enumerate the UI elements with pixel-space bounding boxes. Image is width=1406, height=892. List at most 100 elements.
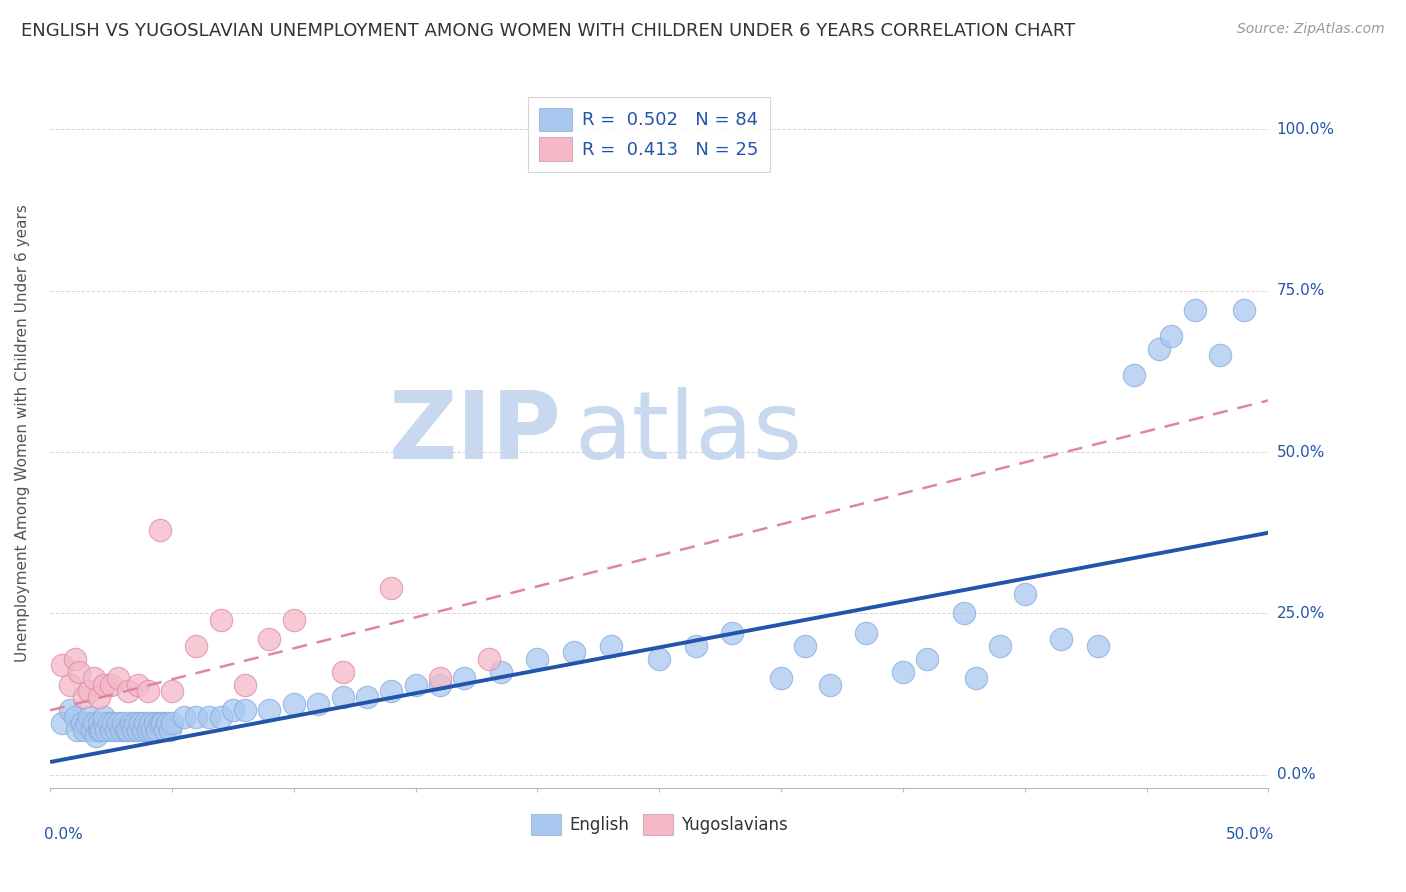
Point [405, 677, 427, 691]
Point [429, 677, 451, 691]
Point [855, 625, 877, 640]
Point [107, 716, 129, 731]
Point [1087, 639, 1109, 653]
Point [139, 716, 162, 731]
Text: 25.0%: 25.0% [1277, 606, 1324, 621]
Point [143, 716, 166, 731]
Point [110, 723, 132, 737]
Point [599, 639, 621, 653]
Point [1147, 342, 1170, 356]
Point [114, 723, 136, 737]
Point [141, 723, 163, 737]
Point [77, 710, 100, 724]
Point [965, 671, 987, 685]
Text: 100.0%: 100.0% [1277, 121, 1334, 136]
Point [917, 651, 939, 665]
Point [953, 607, 976, 621]
Point [134, 716, 156, 731]
Point [233, 677, 256, 691]
Point [112, 716, 135, 731]
Point [87, 690, 110, 705]
Point [429, 671, 451, 685]
Point [685, 639, 707, 653]
Point [891, 665, 914, 679]
Point [100, 677, 122, 691]
Point [122, 723, 145, 737]
Text: ENGLISH VS YUGOSLAVIAN UNEMPLOYMENT AMONG WOMEN WITH CHILDREN UNDER 6 YEARS CORR: ENGLISH VS YUGOSLAVIAN UNEMPLOYMENT AMON… [21, 22, 1076, 40]
Point [117, 723, 139, 737]
Point [562, 645, 585, 659]
Point [1050, 632, 1073, 647]
Point [93, 716, 115, 731]
Text: ZIP: ZIP [389, 386, 562, 479]
Point [124, 716, 146, 731]
Point [63, 651, 86, 665]
Point [77, 684, 100, 698]
Legend: English, Yugoslavians: English, Yugoslavians [523, 805, 796, 844]
Point [1014, 587, 1036, 601]
Point [794, 639, 817, 653]
Point [83, 716, 105, 731]
Point [87, 723, 110, 737]
Point [150, 716, 173, 731]
Point [209, 710, 232, 724]
Point [478, 651, 501, 665]
Point [1233, 302, 1256, 317]
Point [132, 723, 155, 737]
Point [80, 723, 103, 737]
Text: Source: ZipAtlas.com: Source: ZipAtlas.com [1237, 22, 1385, 37]
Point [90, 723, 112, 737]
Point [332, 665, 354, 679]
Point [107, 671, 129, 685]
Point [153, 723, 176, 737]
Point [117, 684, 139, 698]
Point [51, 716, 73, 731]
Point [197, 710, 219, 724]
Point [146, 723, 169, 737]
Point [356, 690, 378, 705]
Point [136, 684, 159, 698]
Point [721, 625, 744, 640]
Point [770, 671, 793, 685]
Point [127, 723, 149, 737]
Point [209, 613, 232, 627]
Point [59, 677, 82, 691]
Point [453, 671, 475, 685]
Point [97, 716, 120, 731]
Point [648, 651, 671, 665]
Point [73, 723, 96, 737]
Point [307, 697, 329, 711]
Point [156, 716, 179, 731]
Point [332, 690, 354, 705]
Point [489, 665, 512, 679]
Point [149, 523, 172, 537]
Point [173, 710, 195, 724]
Text: 50.0%: 50.0% [1226, 827, 1274, 842]
Point [67, 665, 90, 679]
Point [160, 684, 183, 698]
Point [990, 639, 1012, 653]
Point [380, 581, 402, 595]
Point [76, 716, 98, 731]
Point [136, 723, 159, 737]
Point [87, 716, 110, 731]
Point [70, 716, 93, 731]
Point [283, 613, 305, 627]
Point [259, 703, 281, 717]
Text: 50.0%: 50.0% [1277, 444, 1324, 459]
Point [186, 639, 208, 653]
Point [1123, 368, 1146, 382]
Text: atlas: atlas [574, 386, 803, 479]
Point [1160, 328, 1182, 343]
Point [100, 723, 122, 737]
Point [159, 723, 181, 737]
Point [63, 710, 86, 724]
Point [526, 651, 548, 665]
Text: 0.0%: 0.0% [1277, 767, 1316, 782]
Point [83, 671, 105, 685]
Point [160, 716, 183, 731]
Point [233, 703, 256, 717]
Point [127, 677, 149, 691]
Point [818, 677, 841, 691]
Point [96, 723, 118, 737]
